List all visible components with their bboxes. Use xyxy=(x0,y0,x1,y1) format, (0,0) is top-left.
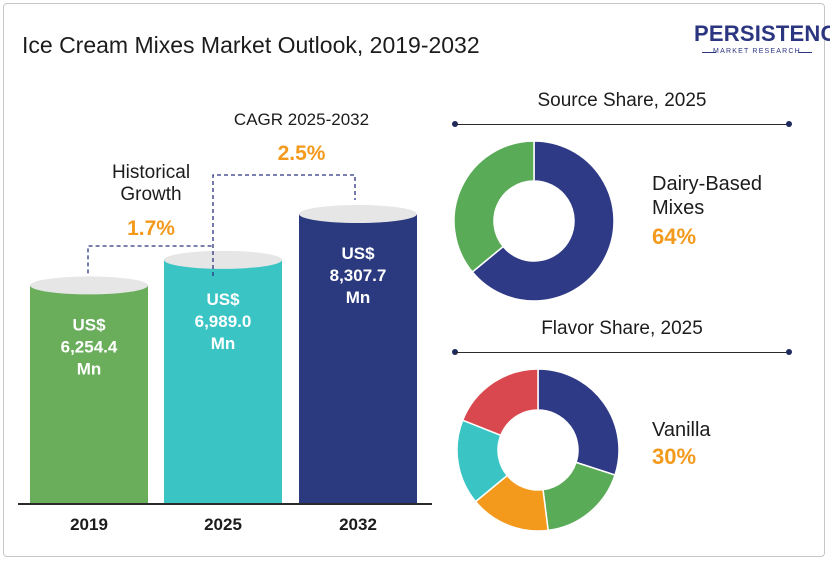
page-title: Ice Cream Mixes Market Outlook, 2019-203… xyxy=(22,32,480,58)
bar-body xyxy=(30,285,148,503)
bar-data-label: 6,989.0 xyxy=(195,312,252,331)
bar-body xyxy=(299,214,417,503)
infographic-card: Ice Cream Mixes Market Outlook, 2019-203… xyxy=(3,3,830,557)
donut-slice xyxy=(471,140,615,302)
x-tick-label: 2032 xyxy=(339,515,377,534)
donut-slice xyxy=(453,140,535,274)
donut-slice xyxy=(461,368,539,437)
flavor-share-donut xyxy=(456,368,620,532)
logo-wordmark: PERSISTENCE xyxy=(694,21,830,46)
donut-slice xyxy=(542,461,616,532)
flavor-share-title: Flavor Share, 2025 xyxy=(541,318,703,339)
bar-data-label: US$ xyxy=(341,244,375,263)
flavor-callout-label: Vanilla xyxy=(652,419,711,441)
bar-data-label: 6,254.4 xyxy=(61,337,118,356)
bar-top xyxy=(299,205,417,223)
historical-label-line1: Historical xyxy=(111,162,191,183)
logo-rule-left xyxy=(702,52,716,53)
logo-rule-right xyxy=(798,52,812,53)
source-share-title: Source Share, 2025 xyxy=(537,90,707,111)
bar-top xyxy=(164,250,282,269)
logo-tagline: MARKET RESEARCH xyxy=(713,48,801,55)
bar-data-label: Mn xyxy=(346,288,371,307)
cagr-label: CAGR 2025-2032 xyxy=(233,110,370,129)
source-callout-label: Dairy-Based Mixes xyxy=(652,172,762,220)
historical-label-line2: Growth xyxy=(120,184,182,205)
bar-data-label: US$ xyxy=(206,290,240,309)
bar-data-label: 8,307.7 xyxy=(330,266,387,285)
bar-data-label: US$ xyxy=(72,315,106,334)
historical-growth-label: Historical Growth xyxy=(76,162,226,206)
bar-body xyxy=(164,259,282,503)
source-rule xyxy=(455,124,789,125)
source-callout-line2: Mixes xyxy=(652,197,705,219)
bar-data-label: Mn xyxy=(211,334,236,353)
bar-top xyxy=(30,276,148,295)
rule-dot-right xyxy=(786,121,792,127)
bar-2019: US$ 6,254.4 Mn xyxy=(30,276,148,503)
flavor-rule xyxy=(455,352,789,353)
cagr-value: 2.5% xyxy=(277,142,326,165)
source-share-donut xyxy=(453,140,615,302)
historical-growth-value: 1.7% xyxy=(127,217,175,240)
flavor-callout-value: 30% xyxy=(652,444,697,469)
bar-2025: US$ 6,989.0 Mn xyxy=(164,250,282,503)
source-callout-line1: Dairy-Based xyxy=(652,173,763,195)
bar-2032: US$ 8,307.7 Mn xyxy=(299,205,417,503)
bar-data-label: Mn xyxy=(77,359,102,378)
market-size-bar-chart: US$ 6,254.4 Mn 2019 US$ 6,989.0 Mn 2025 US$ 8,307… xyxy=(18,174,432,534)
cagr-connector xyxy=(212,174,356,276)
x-tick-label: 2025 xyxy=(204,515,242,534)
rule-dot-right-2 xyxy=(786,349,792,355)
x-tick-label: 2019 xyxy=(70,515,108,534)
donut-slice xyxy=(537,368,620,476)
source-callout-value: 64% xyxy=(652,224,697,249)
brand-logo: PERSISTENCE MARKET RESEARCH xyxy=(694,21,830,63)
